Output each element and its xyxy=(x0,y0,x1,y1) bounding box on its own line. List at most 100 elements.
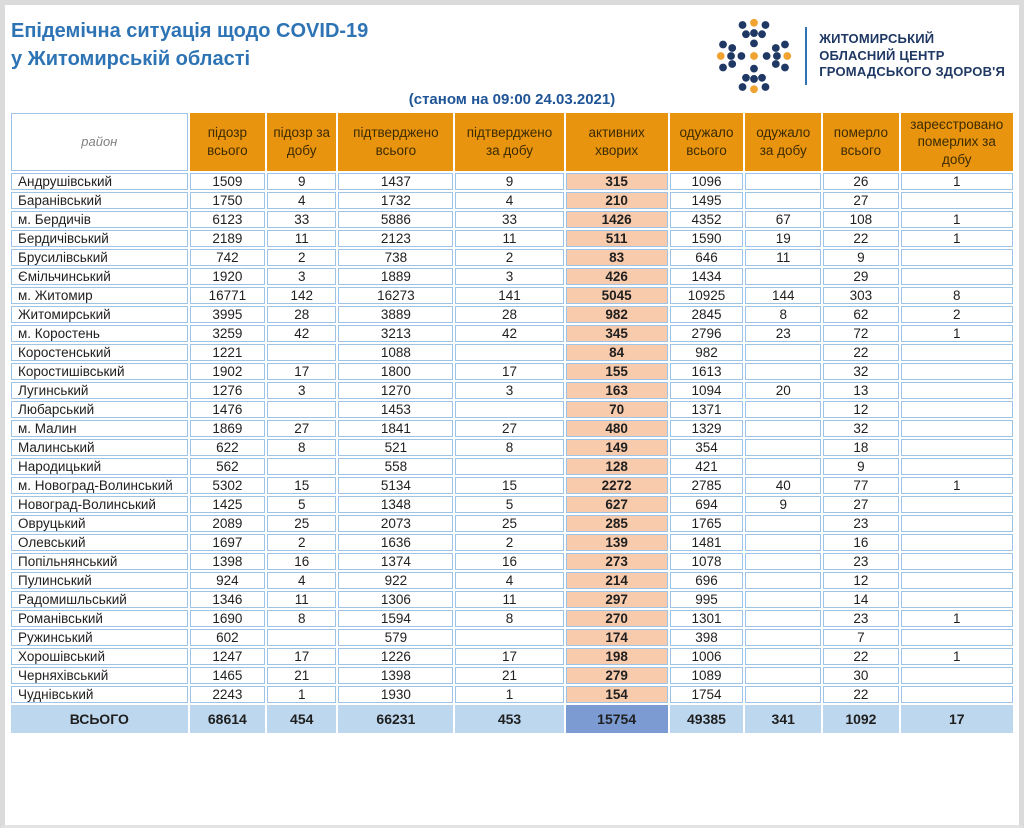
cell-value: 17 xyxy=(455,648,564,665)
cell-district: Черняхівський xyxy=(11,667,188,684)
cell-value: 1434 xyxy=(669,268,744,285)
cell-value: 511 xyxy=(565,230,668,247)
cell-value: 3213 xyxy=(338,325,454,342)
cell-value: 62 xyxy=(823,306,899,323)
cell-value xyxy=(900,363,1013,380)
table-row: Андрушівський 1509 9 1437 9 315 1096 26 1 xyxy=(11,173,1013,190)
cell-value: 922 xyxy=(338,572,454,589)
table-row: м. Малин 1869 27 1841 27 480 1329 32 xyxy=(11,420,1013,437)
table-row: Новоград-Волинський 1425 5 1348 5 627 694 9 27 xyxy=(11,496,1013,513)
cell-value: 10925 xyxy=(669,287,744,304)
cell-value xyxy=(745,344,822,361)
org-name-line2: ОБЛАСНИЙ ЦЕНТР xyxy=(819,47,945,63)
cell-value xyxy=(745,401,822,418)
cell-value: 23 xyxy=(823,515,899,532)
cell-value: 83 xyxy=(565,249,668,266)
cell-value: 1 xyxy=(267,686,337,703)
cell-value: 33 xyxy=(267,211,337,228)
cell-value: 2785 xyxy=(669,477,744,494)
cell-value xyxy=(900,515,1013,532)
cell-district: Хорошівський xyxy=(11,648,188,665)
cell-value: 1841 xyxy=(338,420,454,437)
cell-value: 5302 xyxy=(189,477,266,494)
cell-value: 12 xyxy=(823,401,899,418)
cell-value: 1221 xyxy=(189,344,266,361)
cell-value: 17 xyxy=(267,363,337,380)
cell-value: 26 xyxy=(823,173,899,190)
cell-value: 3995 xyxy=(189,306,266,323)
cell-value: 1 xyxy=(900,230,1013,247)
cell-value xyxy=(900,420,1013,437)
table-row: Радомишльський 1346 11 1306 11 297 995 14 xyxy=(11,591,1013,608)
table-foot: ВСЬОГО 68614 454 66231 453 15754 49385 341 1092 1… xyxy=(11,705,1013,733)
cell-value: 2123 xyxy=(338,230,454,247)
cell-value: 14 xyxy=(823,591,899,608)
cell-value: 694 xyxy=(669,496,744,513)
table-row: Коростенський 1221 1088 84 982 22 xyxy=(11,344,1013,361)
cell-value xyxy=(455,458,564,475)
cell-district: Попільнянський xyxy=(11,553,188,570)
cell-value xyxy=(900,591,1013,608)
cell-value: 982 xyxy=(669,344,744,361)
cell-value: 521 xyxy=(338,439,454,456)
cell-value xyxy=(745,591,822,608)
cell-value: 2089 xyxy=(189,515,266,532)
cell-value: 627 xyxy=(565,496,668,513)
cell-value: 210 xyxy=(565,192,668,209)
table-row: Житомирський 3995 28 3889 28 982 2845 8 62 2 xyxy=(11,306,1013,323)
table-row: Попільнянський 1398 16 1374 16 273 1078 23 xyxy=(11,553,1013,570)
cell-district: м. Новоград-Волинський xyxy=(11,477,188,494)
cell-value: 28 xyxy=(267,306,337,323)
org-name-line3: ГРОМАДСЬКОГО ЗДОРОВ'Я xyxy=(819,64,1005,80)
cell-value: 1476 xyxy=(189,401,266,418)
cell-value: 421 xyxy=(669,458,744,475)
cell-value xyxy=(900,458,1013,475)
cell-value: 5886 xyxy=(338,211,454,228)
cell-value: 4 xyxy=(455,192,564,209)
column-header: одужало за добу xyxy=(745,113,822,171)
cell-value: 1889 xyxy=(338,268,454,285)
cell-value: 214 xyxy=(565,572,668,589)
cell-value: 1270 xyxy=(338,382,454,399)
cell-value xyxy=(745,610,822,627)
cell-value xyxy=(900,382,1013,399)
cell-value xyxy=(745,458,822,475)
cell-value: 154 xyxy=(565,686,668,703)
cell-value: 11 xyxy=(267,591,337,608)
cell-value: 1078 xyxy=(669,553,744,570)
cell-value: 11 xyxy=(267,230,337,247)
cell-value: 1869 xyxy=(189,420,266,437)
cell-value: 1 xyxy=(455,686,564,703)
cell-value xyxy=(900,268,1013,285)
total-row: ВСЬОГО 68614 454 66231 453 15754 49385 341 1092 1… xyxy=(11,705,1013,733)
cell-value xyxy=(267,401,337,418)
cell-value: 3 xyxy=(455,268,564,285)
cell-value: 646 xyxy=(669,249,744,266)
table-row: Черняхівський 1465 21 1398 21 279 1089 30 xyxy=(11,667,1013,684)
cell-value xyxy=(745,173,822,190)
cell-value: 285 xyxy=(565,515,668,532)
cell-value: 345 xyxy=(565,325,668,342)
org-name: ЖИТОМИРСЬКИЙ ОБЛАСНИЙ ЦЕНТР ГРОМАДСЬКОГО… xyxy=(819,31,1005,82)
cell-value: 198 xyxy=(565,648,668,665)
cell-value: 1 xyxy=(900,648,1013,665)
total-cell: 453 xyxy=(455,705,564,733)
column-header: одужало всього xyxy=(669,113,744,171)
cell-value: 558 xyxy=(338,458,454,475)
cell-district: м. Малин xyxy=(11,420,188,437)
cell-value: 1 xyxy=(900,173,1013,190)
cell-value: 315 xyxy=(565,173,668,190)
cell-value: 2 xyxy=(455,249,564,266)
cell-value: 72 xyxy=(823,325,899,342)
column-header-district: район xyxy=(11,113,188,171)
total-cell: 15754 xyxy=(565,705,668,733)
cell-district: Коростишівський xyxy=(11,363,188,380)
cell-district: Чуднівський xyxy=(11,686,188,703)
page-title: Епідемічна ситуація щодо COVID-19 у Жито… xyxy=(11,13,368,73)
cell-value: 23 xyxy=(823,610,899,627)
cell-value xyxy=(745,439,822,456)
table-row: Хорошівський 1247 17 1226 17 198 1006 22 1 xyxy=(11,648,1013,665)
cell-value: 12 xyxy=(823,572,899,589)
cell-value: 174 xyxy=(565,629,668,646)
cell-value: 354 xyxy=(669,439,744,456)
